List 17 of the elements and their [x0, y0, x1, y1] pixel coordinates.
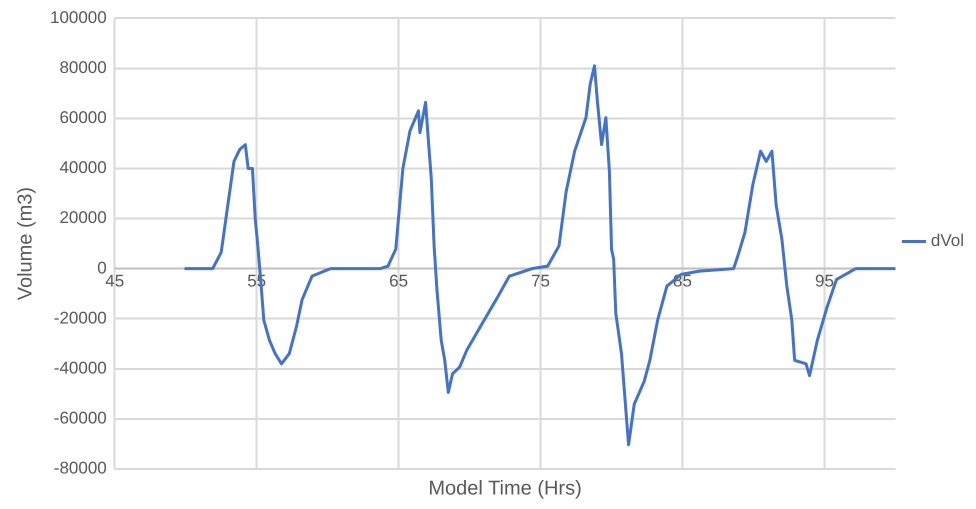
y-tick-label: -40000	[54, 358, 107, 378]
y-tick-label: 0	[97, 258, 107, 278]
x-tick-label: 65	[389, 272, 408, 291]
y-tick-label: 100000	[50, 8, 107, 27]
x-tick-label: 75	[531, 272, 550, 291]
y-tick-label: -20000	[54, 308, 107, 328]
y-tick-label: 60000	[59, 108, 107, 128]
legend-label: dVol	[930, 231, 964, 250]
x-axis-title: Model Time (Hrs)	[428, 478, 582, 500]
y-tick-label: 40000	[59, 158, 107, 178]
y-tick-label: -60000	[54, 408, 107, 428]
y-tick-label: 20000	[59, 208, 107, 228]
y-axis-title: Volume (m3)	[14, 186, 37, 300]
y-tick-label: -80000	[54, 458, 107, 478]
x-tick-label: 95	[814, 272, 834, 291]
x-tick-label: 45	[105, 272, 124, 291]
y-tick-label: 80000	[59, 58, 107, 77]
